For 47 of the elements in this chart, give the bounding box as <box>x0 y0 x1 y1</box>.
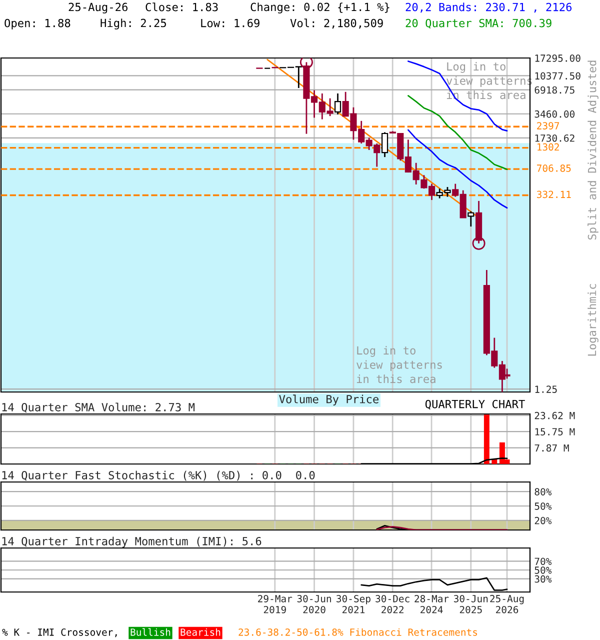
y-tick-label: 50% <box>534 566 552 574</box>
chart-title: 14 Quarter Fast Stochastic (%K) (%D) : 0.0 0.0 <box>2 470 315 481</box>
x-tick-label: 25-Aug 2026 <box>490 594 524 614</box>
x-tick-label: 30-Sep 2021 <box>336 595 370 614</box>
text: High: 2.25 <box>100 18 166 30</box>
text: Split and Dividend Adjusted <box>588 60 598 240</box>
annotation: Log in to view patterns in this area <box>356 346 442 384</box>
ref-line-label: 1302 <box>538 143 559 151</box>
text: Close: 1.83 <box>146 2 218 12</box>
text: Bearish <box>180 628 220 636</box>
y-tick-label: 7.87 M <box>534 444 569 452</box>
x-tick-label: 29-Mar 2019 <box>258 595 292 614</box>
text: 25-Aug-26 <box>68 2 128 14</box>
x-tick-label: 30-Dec 2022 <box>376 595 410 614</box>
text: Bullish <box>130 628 170 636</box>
y-tick-label: 3460.00 <box>534 110 575 118</box>
y-tick-label: 23.62 M <box>534 412 575 420</box>
text: Change: 0.02 {+1.1 %} <box>250 2 390 14</box>
chart-title: 14 Quarter SMA Volume: 2.73 M <box>2 402 195 413</box>
chart-title: 14 Quarter Intraday Momentum (IMI): 5.6 <box>2 536 262 548</box>
text: % K - IMI Crossover, <box>2 628 117 638</box>
y-tick-label: 80% <box>534 488 552 496</box>
y-tick-label: 30% <box>534 575 552 583</box>
x-tick-label: 30-Jun 2020 <box>297 595 331 614</box>
y-tick-label: 17295.00 <box>535 54 580 62</box>
ref-line-label: 2397 <box>537 122 560 130</box>
ref-line-label: 706.85 <box>537 164 571 172</box>
y-tick-label: 50% <box>534 502 552 510</box>
band-label: Volume By Price <box>279 394 378 406</box>
y-tick-label: 15.75 M <box>535 428 575 436</box>
ref-line-label: 332.11 <box>537 190 571 198</box>
text: Vol: 2,180,509 <box>290 18 383 29</box>
x-tick-label: 28-Mar 2024 <box>414 595 449 614</box>
y-tick-label: 1730.62 <box>535 134 574 142</box>
text: 20 Quarter SMA: 700.39 <box>406 18 552 29</box>
y-tick-label: 70% <box>534 558 552 566</box>
y-tick-label: 10377.50 <box>535 72 580 80</box>
text: 23.6-38.2-50-61.8% Fibonacci Retracements <box>238 628 478 636</box>
y-tick-label: 20% <box>534 516 552 524</box>
text: 20,2 Bands: 230.71 , 2126 <box>406 2 572 13</box>
text: Low: 1.69 <box>201 18 260 28</box>
text: Logarithmic <box>588 284 598 356</box>
y-tick-label: 6918.75 <box>534 86 574 94</box>
text: QUARTERLY CHART <box>425 400 525 410</box>
text: Open: 1.88 <box>4 18 70 30</box>
y-tick-label: 1.25 <box>535 386 557 393</box>
x-tick-label: 30-Jun 2025 <box>454 595 488 614</box>
